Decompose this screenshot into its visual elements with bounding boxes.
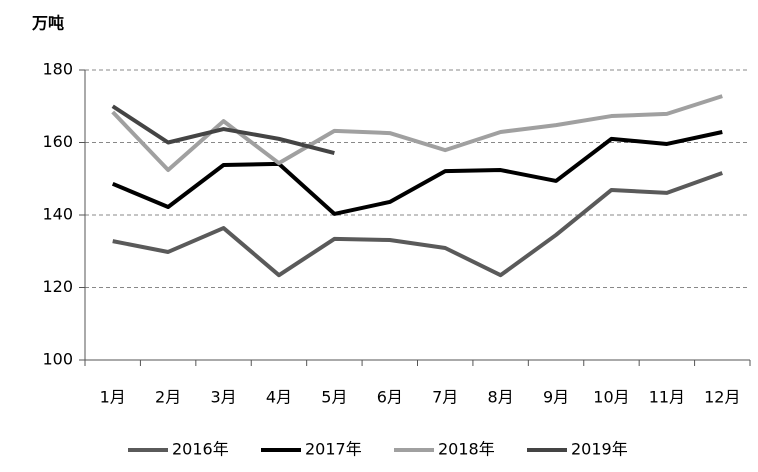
legend-label: 2017年: [305, 440, 362, 459]
legend-label: 2019年: [571, 440, 628, 459]
x-tick-label: 8月: [488, 388, 514, 407]
y-tick-label: 100: [42, 350, 73, 369]
x-tick-label: 5月: [321, 388, 347, 407]
y-tick-label: 120: [42, 277, 73, 296]
legend-label: 2018年: [438, 440, 495, 459]
x-tick-label: 6月: [377, 388, 403, 407]
y-tick-label: 180: [42, 60, 73, 79]
series-line: [111, 130, 723, 216]
series-line: [112, 171, 723, 278]
x-tick-label: 2月: [155, 388, 181, 407]
x-tick-label: 12月: [704, 388, 740, 407]
y-tick-label: 160: [42, 132, 73, 151]
x-tick-label: 4月: [266, 388, 292, 407]
series-line: [111, 104, 335, 155]
y-axis-label: 万吨: [31, 14, 64, 33]
x-tick-label: 7月: [432, 388, 458, 407]
x-tick-label: 11月: [649, 388, 685, 407]
x-tick-label: 9月: [543, 388, 569, 407]
x-tick-label: 1月: [100, 388, 126, 407]
x-tick-label: 10月: [593, 388, 629, 407]
x-tick-label: 3月: [210, 388, 236, 407]
legend-label: 2016年: [172, 440, 229, 459]
y-tick-label: 140: [42, 205, 73, 224]
